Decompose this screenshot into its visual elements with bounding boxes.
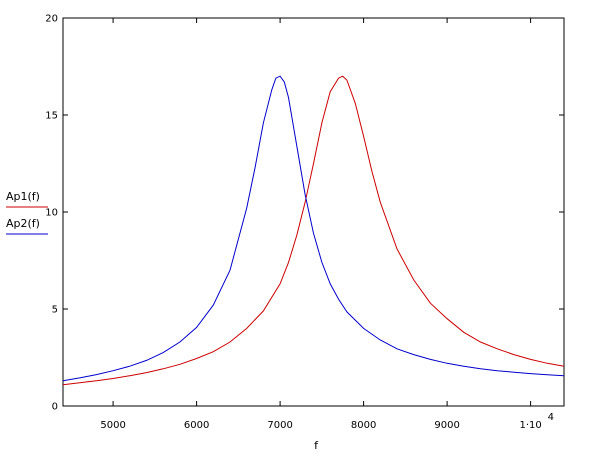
x-tick-label: 8000 [351,420,376,431]
x-tick-exponent: 4 [548,412,554,423]
plot-area [62,17,565,407]
x-tick-labels: 5000 6000 7000 8000 9000 1·10 4 [100,412,554,431]
tick-marks [63,18,564,406]
legend-label-ap1: Ap1(f) [6,190,40,203]
x-tick-label: 5000 [100,420,125,431]
y-tick-label: 20 [45,14,58,25]
y-tick-labels: 0 5 10 15 20 [45,14,58,413]
y-tick-label: 10 [45,208,58,219]
y-tick-label: 15 [45,111,58,122]
x-tick-label: 9000 [434,420,459,431]
y-tick-label: 0 [52,402,58,413]
series-layer [62,75,565,386]
legend-label-ap2: Ap2(f) [6,217,40,230]
legend: Ap1(f) Ap2(f) [6,190,48,235]
x-axis-label: f [314,439,319,452]
series-line-1 [62,75,565,386]
series-line-2 [62,75,565,382]
x-tick-label: 7000 [267,420,292,431]
y-tick-label: 5 [52,305,58,316]
x-tick-label: 1·10 [519,420,541,431]
x-tick-label: 6000 [184,420,209,431]
